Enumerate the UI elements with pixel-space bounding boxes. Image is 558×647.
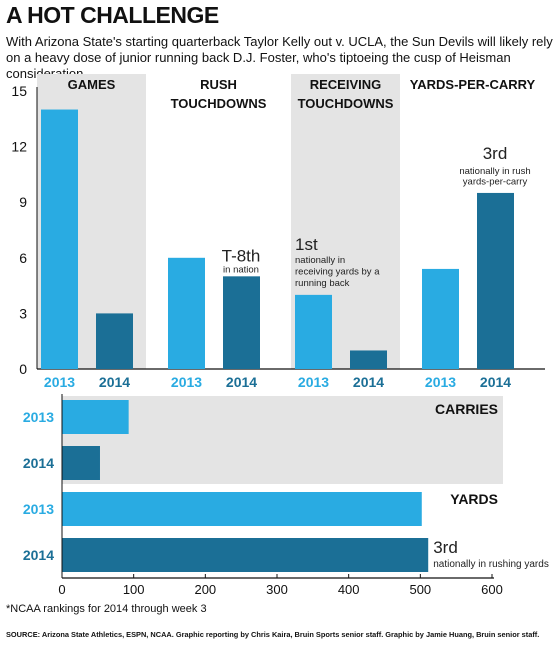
x-tick-label: 2013 [425,374,456,390]
annotation-rank: 3rd [483,144,508,163]
panel-label: RECEIVING TOUCHDOWNS [298,77,394,111]
bar-2013 [422,268,459,369]
source-credit: SOURCE: Arizona State Athletics, ESPN, N… [6,630,540,639]
panel-label: GAMES [68,77,116,92]
hbar-2013 [62,400,129,434]
panel-label: RUSH TOUCHDOWNS [171,77,267,111]
x-tick-label: 2014 [480,374,511,390]
y-tick-label: 3 [19,305,27,321]
y-tick-label: 12 [11,139,27,155]
x-tick-label-h: 300 [266,582,288,597]
x-tick-label: 2013 [44,374,75,390]
x-tick-label: 2014 [99,374,130,390]
y-tick-label: 0 [19,361,27,377]
annotation-note: nationally in rush yards-per-carry [459,166,530,188]
x-tick-label: 2014 [353,374,384,390]
bar-2013 [41,109,78,370]
hbar-2014 [62,538,429,572]
x-tick-label-h: 500 [409,582,431,597]
x-tick-label: 2013 [298,374,329,390]
bar-2013 [295,294,332,369]
x-tick-label-h: 400 [338,582,360,597]
y-tick-label: 9 [19,194,27,210]
annotation-rank: 1st [295,235,318,254]
hbar-2013 [62,492,422,526]
y-category-label: 2013 [23,501,54,517]
group-label: YARDS [450,491,498,507]
y-category-label: 2014 [23,547,54,563]
annotation-rank: 3rd [433,538,458,557]
x-tick-label-h: 100 [123,582,145,597]
bar-2013 [168,257,205,369]
bar-2014 [96,313,133,369]
panel-label: YARDS-PER-CARRY [410,77,536,92]
group-label: CARRIES [435,401,498,417]
y-category-label: 2013 [23,409,54,425]
bar-2014 [350,350,387,369]
annotation-note: nationally in receiving yards by a running… [295,255,380,289]
bar-2014 [223,276,260,369]
annotation-note: in nation [223,264,259,275]
y-tick-label: 15 [11,83,27,99]
chart-title: A HOT CHALLENGE [6,2,219,28]
annotation-note: nationally in rushing yards [433,559,549,570]
x-tick-label: 2014 [226,374,257,390]
y-category-label: 2014 [23,455,54,471]
x-tick-label: 2013 [171,374,202,390]
footnote: *NCAA rankings for 2014 through week 3 [6,603,207,615]
group-shade [62,396,503,484]
hbar-2014 [62,446,100,480]
x-tick-label-h: 600 [481,582,503,597]
chart-subtitle: With Arizona State's starting quarterbac… [6,34,553,81]
y-tick-label: 6 [19,250,27,266]
x-tick-label-h: 0 [58,582,65,597]
bar-2014 [477,192,514,369]
annotation-rank: T-8th [222,246,261,265]
x-tick-label-h: 200 [194,582,216,597]
